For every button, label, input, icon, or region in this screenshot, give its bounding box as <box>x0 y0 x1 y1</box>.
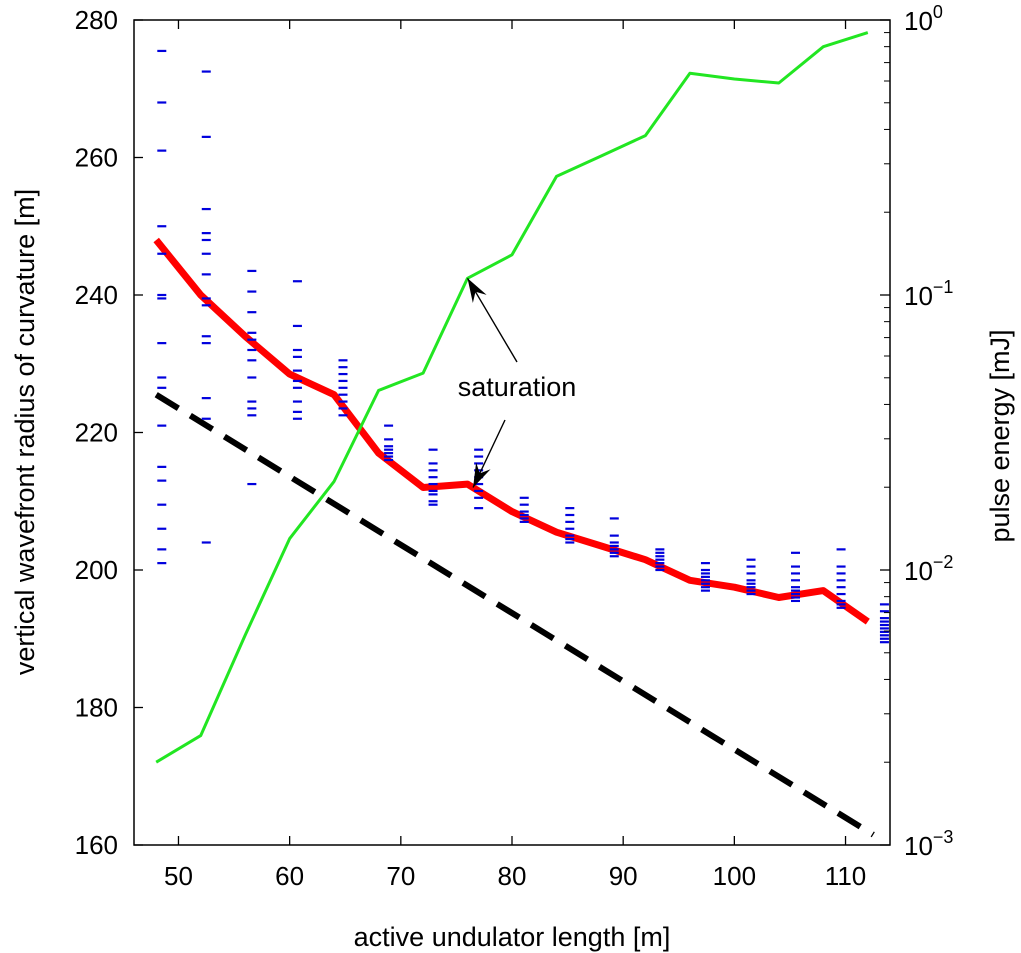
x-tick-label-60: 60 <box>275 861 304 891</box>
series-layer <box>153 31 889 838</box>
x-tick-label-90: 90 <box>609 861 638 891</box>
y-axis-label-left: vertical wavefront radius of curvature [… <box>10 189 40 675</box>
series-line-pulse-energy-green <box>155 31 869 764</box>
x-tick-label-70: 70 <box>386 861 415 891</box>
x-tick-label-100: 100 <box>713 861 756 891</box>
y-left-tick-label-200: 200 <box>75 555 118 585</box>
x-tick-label-110: 110 <box>825 861 866 891</box>
y-left-tick-label-220: 220 <box>75 418 118 448</box>
y-axis-label-right: pulse energy [mJ] <box>985 329 1015 542</box>
series-scatter-markers <box>157 49 889 644</box>
y-left-tick-label-260: 260 <box>75 143 118 173</box>
series-line-radius-curvature-red <box>153 237 870 625</box>
axis-layer: 50 60 70 80 90 100 110 160 180 200 220 240 260 280 10−… <box>75 2 954 891</box>
y-left-tick-label-240: 240 <box>75 280 118 310</box>
y-left-tick-label-280: 280 <box>75 5 118 35</box>
y-right-tick-label-0: 10−3 <box>904 827 953 861</box>
annotation-arrow-head-0 <box>467 278 487 304</box>
plot-frame <box>133 19 891 846</box>
y-left-tick-label-160: 160 <box>75 830 118 860</box>
annotation-saturation: saturation <box>458 372 577 402</box>
annotation-arrow-head-1 <box>473 462 491 488</box>
x-tick-label-80: 80 <box>498 861 527 891</box>
annotation-layer: saturation <box>458 277 577 488</box>
y-right-tick-label-2: 10−1 <box>904 277 953 311</box>
x-tick-label-50: 50 <box>164 861 193 891</box>
y-right-tick-label-1: 10−2 <box>904 552 953 586</box>
annotation-arrow-line-0 <box>466 277 518 363</box>
x-axis-label: active undulator length [m] <box>354 922 671 952</box>
y-left-tick-label-180: 180 <box>75 693 118 723</box>
y-right-tick-label-3: 100 <box>904 2 943 36</box>
series-line-dashed-black <box>154 392 875 838</box>
